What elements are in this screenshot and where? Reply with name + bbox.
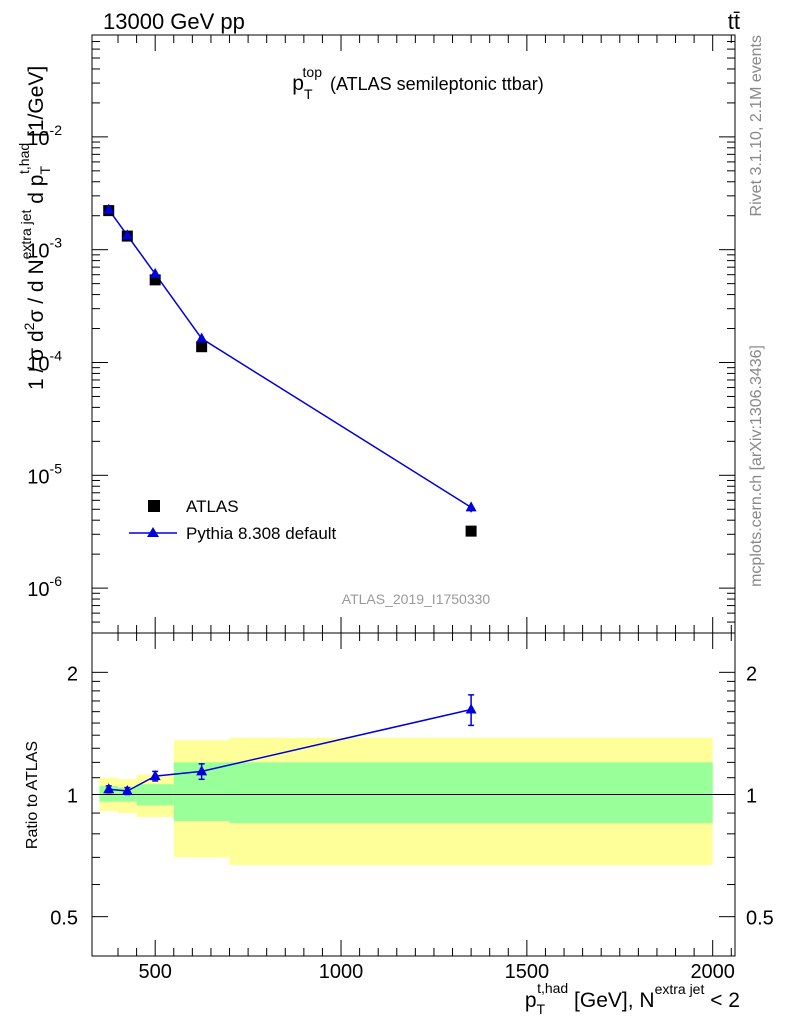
ratio-ytick-label-right: 0.5 [746, 908, 774, 930]
xlabel-sup: t,had [537, 980, 568, 996]
pythia-marker [103, 203, 115, 214]
ratio-ytick-label-right: 2 [746, 663, 757, 685]
ratio-xtick-label: 500 [138, 961, 171, 983]
ratio-panel: 0.5 0.5 1 1 2 2 500 1000 1500 2000 Ratio to ATLAS… [24, 632, 774, 1017]
ratio-xlabel: pTt,had [GeV], Nextra jet < 2 [525, 980, 740, 1017]
legend-atlas-label: ATLAS [186, 497, 239, 516]
ratio-bands [99, 737, 713, 866]
legend-atlas-marker [148, 500, 160, 512]
pythia-marker [465, 501, 477, 512]
pythia-marker [149, 267, 161, 278]
ratio-xtick-label: 1000 [319, 961, 364, 983]
main-ytick-label: 10-3 [27, 235, 62, 263]
ratio-pythia-marker [196, 765, 208, 776]
ratio-pythia-marker [121, 785, 133, 796]
main-ytick-label: 10-6 [27, 573, 62, 601]
legend: ATLAS Pythia 8.308 default [129, 497, 337, 543]
main-panel: pTtop (ATLAS semileptonic ttbar) 10-6 10-5… [16, 34, 736, 634]
ratio-pythia-marker [103, 783, 115, 794]
pythia-marker [196, 332, 208, 343]
main-ytick-label: 10-5 [27, 460, 62, 488]
ratio-xtick-label: 1500 [505, 961, 550, 983]
pythia-marker [121, 229, 133, 240]
xlabel-mid: [GeV], N [568, 989, 654, 1012]
ratio-ytick-label-left: 1 [67, 786, 78, 808]
xlabel-sub: T [537, 1001, 546, 1017]
ratio-frame [91, 632, 736, 957]
title-sup: top [303, 64, 323, 80]
main-marks [103, 203, 477, 537]
ratio-pythia-marker [465, 703, 477, 714]
xlabel-end: < 2 [704, 989, 740, 1012]
main-ytick-label: 10-2 [27, 122, 62, 150]
xlabel-sup2: extra jet [655, 981, 705, 997]
ratio-xtick-label: 2000 [690, 961, 735, 983]
stat-uncertainty-band [229, 762, 713, 824]
energy-label: 13000 GeV pp [103, 9, 245, 34]
legend-pythia-label: Pythia 8.308 default [186, 524, 337, 543]
atlas-marker [465, 525, 477, 537]
main-ytick-label: 10-4 [27, 347, 62, 375]
main-watermark: ATLAS_2019_I1750330 [342, 591, 491, 607]
main-ylabel: 1 / σ d2σ / d Nextra jet d pTt,had [1/Ge… [16, 66, 53, 390]
main-frame [91, 34, 736, 634]
ratio-marks [103, 694, 477, 796]
atlas-marker [149, 274, 161, 286]
main-ticks: 10-6 10-5 10-4 10-3 10-2 [27, 34, 735, 634]
pythia-line [108, 209, 472, 508]
ratio-ytick-label-right: 1 [746, 786, 757, 808]
process-label: tt̄ [728, 9, 740, 34]
ratio-ticks: 0.5 0.5 1 1 2 2 500 1000 1500 2000 [50, 633, 774, 983]
main-title: pTtop (ATLAS semileptonic ttbar) [292, 64, 543, 102]
title-base: p [292, 72, 304, 95]
title-sub: T [304, 86, 313, 102]
mcplots-source-label: mcplots.cern.ch [arXiv:1306.3436] [748, 345, 765, 587]
ratio-ylabel: Ratio to ATLAS [24, 741, 41, 849]
xlabel-base: p [525, 989, 537, 1012]
title-suffix: (ATLAS semileptonic ttbar) [330, 74, 544, 94]
rivet-version-label: Rivet 3.1.10, 2.1M events [748, 35, 765, 216]
ratio-ytick-label-left: 2 [67, 663, 78, 685]
ratio-pythia-marker [149, 770, 161, 781]
ratio-ytick-label-left: 0.5 [50, 908, 78, 930]
legend-pythia-marker [147, 527, 159, 537]
atlas-marker [196, 341, 208, 353]
